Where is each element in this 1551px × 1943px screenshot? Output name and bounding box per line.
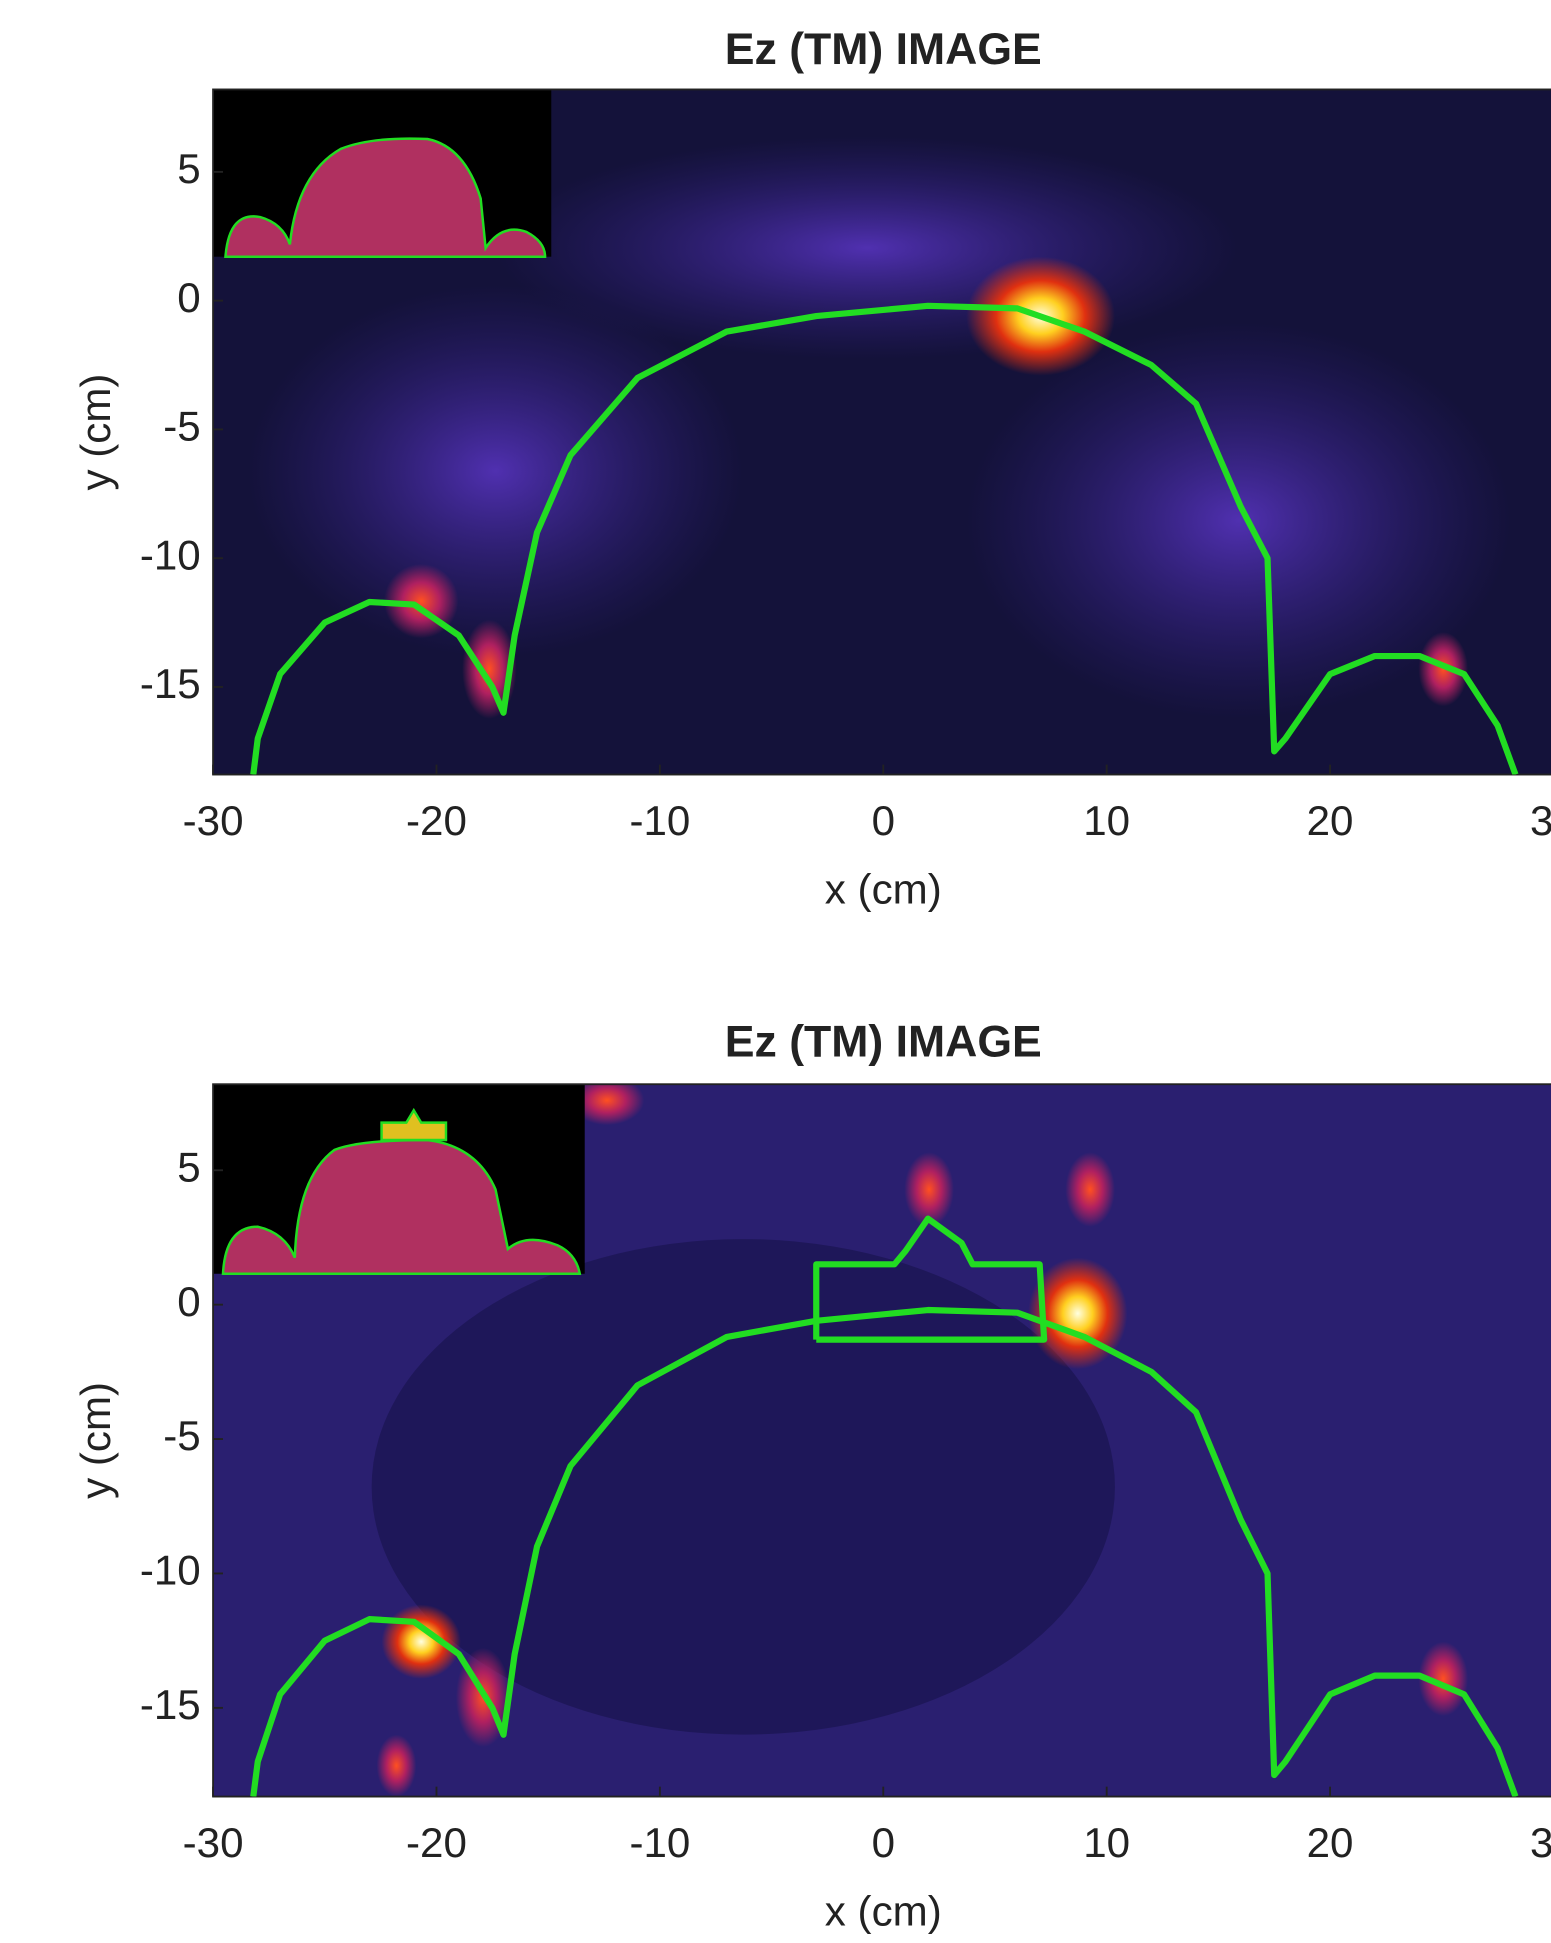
x-tick-label: -20 [406,797,467,844]
x-tick-label: 20 [1307,797,1354,844]
x-tick-label: 10 [1083,1819,1130,1866]
chart-title: Ez (TM) IMAGE [725,1017,1042,1066]
x-tick-label: -30 [183,797,244,844]
x-tick-label: 10 [1083,797,1130,844]
heatmap-background [213,89,1551,774]
y-tick-label: 5 [177,1143,200,1190]
y-tick-label: 0 [177,1278,200,1325]
y-tick-label: -15 [140,660,201,707]
y-tick-label: 0 [177,274,200,321]
y-tick-label: -10 [140,531,201,578]
y-axis-label: y (cm) [72,1382,119,1499]
x-tick-label: 30 [1530,1819,1551,1866]
x-axis-label: x (cm) [825,865,942,912]
y-axis-label: y (cm) [72,374,119,491]
y-tick-label: 5 [177,145,200,192]
x-tick-label: -20 [406,1819,467,1866]
x-axis-label: x (cm) [825,1887,942,1934]
y-tick-label: -5 [163,1412,200,1459]
x-tick-label: 0 [872,797,895,844]
x-tick-label: -30 [183,1819,244,1866]
page: Ez (TM) IMAGE -30 -20 -10 0 10 20 30 -15 -10 -5 0 5 x… [0,0,1551,1943]
y-tick-label: -10 [140,1547,201,1594]
y-tick-label: -5 [163,403,200,450]
figure: Ez (TM) IMAGE -30 -20 -10 0 10 20 30 -15 -10 -5 0 5 x… [0,0,1551,1943]
chart-title: Ez (TM) IMAGE [725,25,1042,74]
x-tick-label: -10 [629,1819,690,1866]
y-tick-label: -15 [140,1681,201,1728]
x-tick-label: 20 [1307,1819,1354,1866]
x-tick-label: 30 [1530,797,1551,844]
x-tick-label: 0 [872,1819,895,1866]
x-tick-label: -10 [629,797,690,844]
